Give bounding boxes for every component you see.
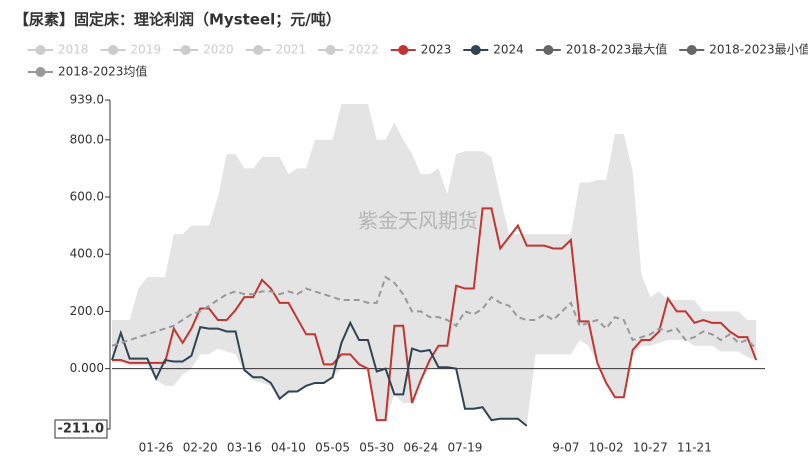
series-line (111, 320, 528, 427)
legend-item[interactable]: 2024 (463, 43, 524, 57)
x-tick-label: 07-19 (448, 441, 483, 455)
legend-label: 2018 (58, 43, 89, 57)
legend-label: 2019 (131, 43, 162, 57)
x-tick-label: 10-02 (589, 441, 624, 455)
legend-label: 2018-2023均值 (58, 64, 147, 79)
legend-item[interactable]: 2018 (28, 43, 89, 57)
watermark: 紫金天风期货 (358, 209, 478, 233)
x-tick-label: 06-24 (403, 441, 438, 455)
legend-icon (543, 45, 554, 55)
y-tick-label: 800.0 (70, 132, 104, 146)
legend-label: 2018-2023最大值 (566, 42, 667, 57)
x-tick-label: 01-26 (139, 441, 174, 455)
legend-icon (108, 45, 119, 55)
y-tick-label: 600.0 (70, 189, 104, 203)
y-tick-label: 400.0 (70, 247, 104, 261)
legend-label: 2022 (348, 43, 379, 57)
legend-item[interactable]: 2022 (318, 43, 379, 57)
x-tick-label: 10-27 (633, 441, 668, 455)
legend-item[interactable]: 2021 (245, 43, 307, 57)
legend-item[interactable]: 2018-2023均值 (28, 64, 147, 79)
legend-icon (180, 45, 191, 55)
y-tick-label: 200.0 (70, 304, 104, 318)
x-tick-label: 05-05 (315, 441, 350, 455)
legend-item[interactable]: 2023 (390, 43, 452, 57)
legend-icon (35, 67, 46, 77)
legend-label: 2024 (493, 43, 524, 57)
x-tick-label: 05-30 (359, 441, 394, 455)
legend-icon (253, 45, 264, 55)
x-tick-label: 02-20 (183, 441, 218, 455)
legend-icon (470, 45, 481, 55)
x-tick-label: 04-10 (271, 441, 306, 455)
y-tick-label: 939.0 (70, 93, 104, 107)
legend-label: 2023 (421, 43, 452, 57)
legend-label: 2018-2023最小值 (709, 42, 808, 57)
legend-item[interactable]: 2018-2023最大值 (535, 42, 667, 57)
legend-icon (35, 45, 46, 55)
legend-label: 2020 (203, 43, 234, 57)
chart-title: 【尿素】固定床：理论利润（Mysteel；元/吨） (14, 11, 341, 29)
x-tick-label: 03-16 (227, 441, 262, 455)
x-pointer-box (500, 438, 553, 460)
min-max-band (112, 104, 757, 426)
legend-item[interactable]: 2019 (100, 43, 162, 57)
y-tick-label: -211.0 (57, 422, 104, 437)
legend-item[interactable]: 2020 (173, 43, 234, 57)
y-tick-label: 0.000 (70, 361, 104, 375)
legend-label: 2021 (276, 43, 307, 57)
x-tick-label: 11-21 (677, 441, 712, 455)
legend-icon (398, 45, 409, 55)
legend-icon (325, 45, 336, 55)
legend-item[interactable]: 2018-2023最小值 (679, 42, 808, 57)
x-tick-label: 09-07 (545, 441, 580, 455)
series-line (112, 207, 758, 422)
legend-icon (686, 45, 697, 55)
y-pointer-box (54, 419, 108, 439)
